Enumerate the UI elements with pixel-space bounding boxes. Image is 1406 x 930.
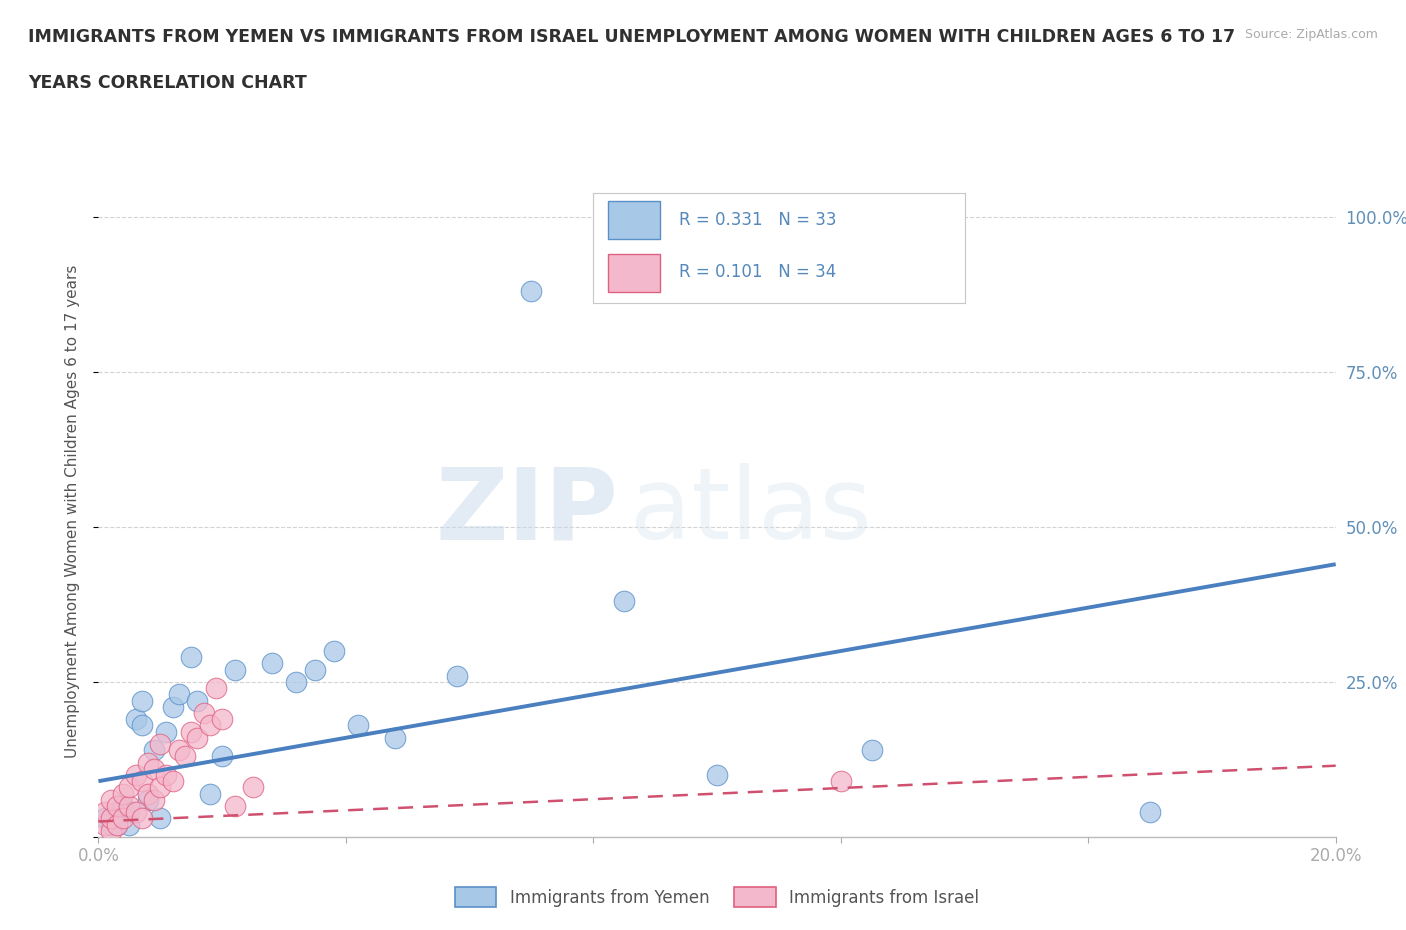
Point xyxy=(193,706,215,721)
Point xyxy=(118,799,141,814)
Point xyxy=(105,799,128,814)
Point xyxy=(131,811,153,826)
Point xyxy=(124,711,146,726)
Text: Source: ZipAtlas.com: Source: ZipAtlas.com xyxy=(1244,28,1378,41)
Point xyxy=(118,780,141,795)
Point xyxy=(613,594,636,609)
Y-axis label: Unemployment Among Women with Children Ages 6 to 17 years: Unemployment Among Women with Children A… xyxy=(65,265,80,758)
Point xyxy=(1139,804,1161,819)
Legend: Immigrants from Yemen, Immigrants from Israel: Immigrants from Yemen, Immigrants from I… xyxy=(449,881,986,913)
Point xyxy=(322,644,344,658)
Point xyxy=(285,674,308,689)
Point xyxy=(198,786,221,801)
Point xyxy=(180,724,202,739)
Point xyxy=(224,662,246,677)
Point xyxy=(186,730,208,745)
Point xyxy=(224,799,246,814)
Point xyxy=(149,780,172,795)
Point xyxy=(211,749,233,764)
Point xyxy=(162,774,184,789)
Point xyxy=(304,662,326,677)
Point xyxy=(446,669,468,684)
Point xyxy=(100,823,122,838)
Point xyxy=(180,650,202,665)
Text: atlas: atlas xyxy=(630,463,872,560)
Point xyxy=(100,811,122,826)
Point xyxy=(384,730,406,745)
Point xyxy=(347,718,370,733)
Point xyxy=(149,737,172,751)
Point xyxy=(112,786,135,801)
Point xyxy=(149,811,172,826)
Point xyxy=(706,767,728,782)
Point xyxy=(93,817,115,832)
Point xyxy=(167,687,190,702)
Point xyxy=(105,804,128,819)
Point xyxy=(124,767,146,782)
Point xyxy=(136,792,159,807)
Point xyxy=(143,762,166,777)
Point xyxy=(198,718,221,733)
Point xyxy=(162,699,184,714)
Text: IMMIGRANTS FROM YEMEN VS IMMIGRANTS FROM ISRAEL UNEMPLOYMENT AMONG WOMEN WITH CH: IMMIGRANTS FROM YEMEN VS IMMIGRANTS FROM… xyxy=(28,28,1236,46)
Point xyxy=(136,786,159,801)
Point xyxy=(167,743,190,758)
Point xyxy=(520,284,543,299)
Point xyxy=(260,656,283,671)
Point xyxy=(118,817,141,832)
Point xyxy=(155,724,177,739)
Text: ZIP: ZIP xyxy=(436,463,619,560)
Point xyxy=(860,743,883,758)
Point xyxy=(205,681,228,696)
Point xyxy=(155,767,177,782)
Point xyxy=(136,755,159,770)
Point xyxy=(211,711,233,726)
Point xyxy=(112,811,135,826)
Point xyxy=(242,780,264,795)
Point xyxy=(124,804,146,819)
Point xyxy=(131,693,153,708)
Text: YEARS CORRELATION CHART: YEARS CORRELATION CHART xyxy=(28,74,307,92)
Point xyxy=(174,749,197,764)
Point xyxy=(143,792,166,807)
Point xyxy=(93,811,115,826)
Point xyxy=(105,817,128,832)
Point xyxy=(100,792,122,807)
Point xyxy=(186,693,208,708)
Point xyxy=(131,718,153,733)
Point xyxy=(93,804,115,819)
Point xyxy=(100,817,122,832)
Point xyxy=(143,743,166,758)
Point xyxy=(105,817,128,832)
Point xyxy=(112,799,135,814)
Point xyxy=(131,774,153,789)
Point xyxy=(830,774,852,789)
Point xyxy=(118,804,141,819)
